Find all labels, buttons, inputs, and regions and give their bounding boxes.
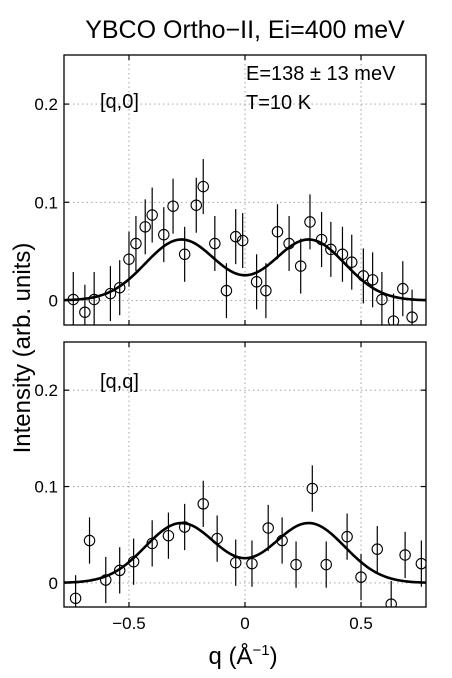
data-point xyxy=(209,237,221,250)
data-point xyxy=(385,598,397,607)
data-point xyxy=(294,260,307,272)
data-point xyxy=(67,293,80,306)
data-point xyxy=(236,234,249,247)
annotation: E=138 ± 13 meV xyxy=(246,63,396,85)
data-point xyxy=(167,200,179,212)
x-tick-label: 0.5 xyxy=(349,614,373,633)
y-tick-label: 0.1 xyxy=(34,478,58,497)
data-series xyxy=(69,465,426,607)
data-point xyxy=(190,199,203,211)
annotation: [q,q] xyxy=(100,371,139,393)
data-point xyxy=(306,482,319,495)
data-point xyxy=(127,555,140,568)
data-point xyxy=(325,243,337,256)
data-point xyxy=(178,248,191,261)
data-point xyxy=(345,256,358,268)
data-point xyxy=(304,216,316,228)
annotation: T=10 K xyxy=(246,92,312,114)
data-point xyxy=(146,209,158,221)
x-axis-label-main: q (Å xyxy=(208,642,252,670)
data-point xyxy=(113,564,126,577)
data-point xyxy=(69,592,82,605)
data-point xyxy=(290,558,302,571)
data-point xyxy=(271,225,284,238)
data-point xyxy=(406,311,418,323)
data-point xyxy=(197,180,209,193)
data-point xyxy=(178,521,191,533)
y-axis-label: Intensity (arb. units) xyxy=(9,243,36,454)
fit-curve xyxy=(63,521,427,584)
data-point xyxy=(146,537,158,550)
annotation: [q,0] xyxy=(100,91,139,113)
data-point xyxy=(211,532,223,545)
data-point xyxy=(371,543,384,555)
data-point xyxy=(197,498,209,510)
fit-curve xyxy=(63,238,427,302)
x-tick-label: −0.5 xyxy=(112,614,146,633)
data-point xyxy=(283,237,295,250)
data-point xyxy=(320,558,332,571)
x-axis-label-end: ) xyxy=(270,643,278,670)
data-point xyxy=(104,287,117,300)
data-point xyxy=(100,574,112,586)
y-tick-label: 0.2 xyxy=(34,95,58,114)
chart-title: YBCO Ortho−II, Ei=400 meV xyxy=(85,16,405,44)
data-point xyxy=(229,230,242,243)
y-tick-label: 0 xyxy=(49,574,58,593)
data-point xyxy=(158,228,170,241)
data-point xyxy=(113,281,126,294)
panel-q0: 0 0.1 0.2 [q,0] E=138 ± 13 meV T=10 K xyxy=(34,54,427,326)
data-point xyxy=(355,571,367,583)
data-point xyxy=(376,293,388,306)
data-point xyxy=(246,557,258,570)
data-point xyxy=(315,233,328,246)
data-point xyxy=(336,248,349,261)
data-point xyxy=(79,306,91,318)
data-point xyxy=(399,549,411,561)
y-tick-label: 0 xyxy=(49,291,58,310)
data-point xyxy=(123,253,135,265)
data-point xyxy=(88,293,100,306)
data-point xyxy=(341,530,353,543)
y-tick-label: 0.2 xyxy=(34,381,58,400)
panel-qq: 0 0.1 0.2 −0.5 0 0.5 [q,q] xyxy=(34,341,427,633)
data-point xyxy=(220,284,233,297)
data-point xyxy=(83,534,96,547)
data-point xyxy=(276,534,288,547)
data-point xyxy=(139,221,151,233)
y-tick-label: 0.1 xyxy=(34,193,58,212)
data-point xyxy=(415,557,426,570)
data-point xyxy=(387,315,400,325)
data-point xyxy=(130,237,142,250)
x-axis-label: q (Å−1) xyxy=(208,642,277,670)
data-point xyxy=(262,522,274,534)
x-axis-label-exponent: −1 xyxy=(252,642,269,659)
data-point xyxy=(366,274,379,286)
data-point xyxy=(229,556,242,569)
data-point xyxy=(250,276,263,288)
data-point xyxy=(260,284,272,297)
data-series xyxy=(67,159,418,325)
data-point xyxy=(397,282,409,295)
x-tick-label: 0 xyxy=(240,614,249,633)
data-point xyxy=(162,529,175,542)
